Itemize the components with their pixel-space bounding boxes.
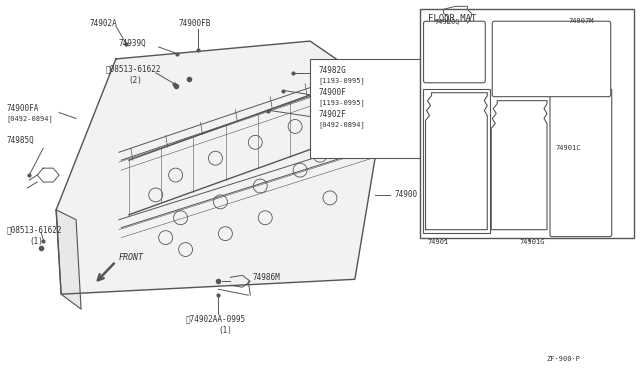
Text: 74986M: 74986M [252,273,280,282]
Text: (2): (2) [129,76,143,85]
FancyBboxPatch shape [550,89,612,237]
Text: 74900F: 74900F [318,88,346,97]
Text: Ⓝ74902AA-0995: Ⓝ74902AA-0995 [186,314,246,324]
Text: FRONT: FRONT [119,253,144,262]
Text: 74907M: 74907M [569,18,595,24]
Bar [422,89,490,232]
Text: 74902F: 74902F [318,110,346,119]
Text: [0492-0894]: [0492-0894] [6,115,53,122]
Text: (1): (1) [29,237,43,246]
FancyBboxPatch shape [424,21,485,83]
Text: (1): (1) [218,326,232,336]
Text: 74985Q: 74985Q [6,136,34,145]
Text: 74910Q: 74910Q [435,18,460,24]
Text: [1193-0995]: [1193-0995] [318,99,365,106]
Text: [0492-0894]: [0492-0894] [318,121,365,128]
Text: 74982G: 74982G [318,66,346,76]
FancyBboxPatch shape [492,21,611,97]
Bar [310,59,420,158]
Text: 74900FA: 74900FA [6,104,39,113]
Polygon shape [56,41,390,294]
Text: 74900FB: 74900FB [179,19,211,28]
Text: ZF·900·P: ZF·900·P [547,356,581,362]
Text: 74902A: 74902A [89,19,116,28]
Bar [420,9,634,238]
Text: 74939Q: 74939Q [119,39,147,48]
Text: [1193-0995]: [1193-0995] [318,77,365,84]
Text: Ⓝ08513-61622: Ⓝ08513-61622 [106,64,161,73]
Text: 74901C: 74901C [555,145,580,151]
Polygon shape [56,210,81,309]
Text: FLOOR MAT: FLOOR MAT [428,14,476,23]
Text: Ⓝ08513-61622: Ⓝ08513-61622 [6,225,62,234]
Text: 74900: 74900 [395,190,418,199]
Text: 74901: 74901 [428,238,449,244]
Text: 74901G: 74901G [519,238,545,244]
